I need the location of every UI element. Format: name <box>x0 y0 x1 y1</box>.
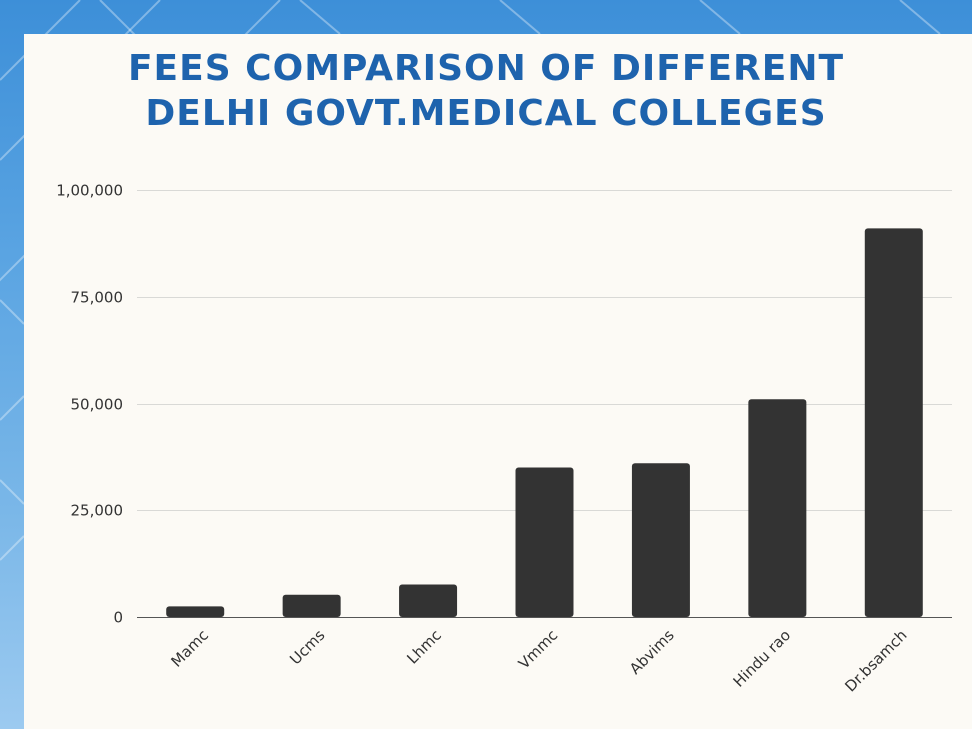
x-category-label: Ucms <box>286 626 328 668</box>
chart-title-line-2: DELHI GOVT.MEDICAL COLLEGES <box>145 93 827 134</box>
y-tick-label: 0 <box>113 609 123 627</box>
bar-lhmc <box>399 584 458 617</box>
bars <box>166 228 923 617</box>
gridlines <box>137 190 952 618</box>
y-tick-label: 50,000 <box>71 396 124 414</box>
chart-title: FEES COMPARISON OF DIFFERENT DELHI GOVT.… <box>60 46 912 136</box>
x-category-label: Dr.bsamch <box>841 626 910 695</box>
x-category-label: Hindu rao <box>730 626 795 691</box>
x-category-label: Vmmc <box>515 626 561 672</box>
chart-title-line-1: FEES COMPARISON OF DIFFERENT <box>127 48 845 89</box>
x-category-label: Mamc <box>167 626 212 671</box>
y-tick-label: 25,000 <box>71 502 124 520</box>
y-axis-tick-labels: 0 25,000 50,000 75,000 1,00,000 <box>56 182 123 627</box>
x-axis-category-labels: Mamc Ucms Lhmc Vmmc Abvims Hindu rao Dr.bsamch <box>167 626 910 695</box>
bar-mamc <box>166 606 225 617</box>
bar-abvims <box>631 463 690 617</box>
bar-hindu-rao <box>748 399 807 617</box>
bar-vmmc <box>515 467 574 617</box>
bar-dr-bsamch <box>864 228 923 617</box>
y-tick-label: 75,000 <box>71 289 124 307</box>
x-category-label: Lhmc <box>403 626 445 668</box>
x-category-label: Abvims <box>626 626 678 678</box>
y-tick-label: 1,00,000 <box>56 182 123 200</box>
bar-ucms <box>282 594 341 617</box>
